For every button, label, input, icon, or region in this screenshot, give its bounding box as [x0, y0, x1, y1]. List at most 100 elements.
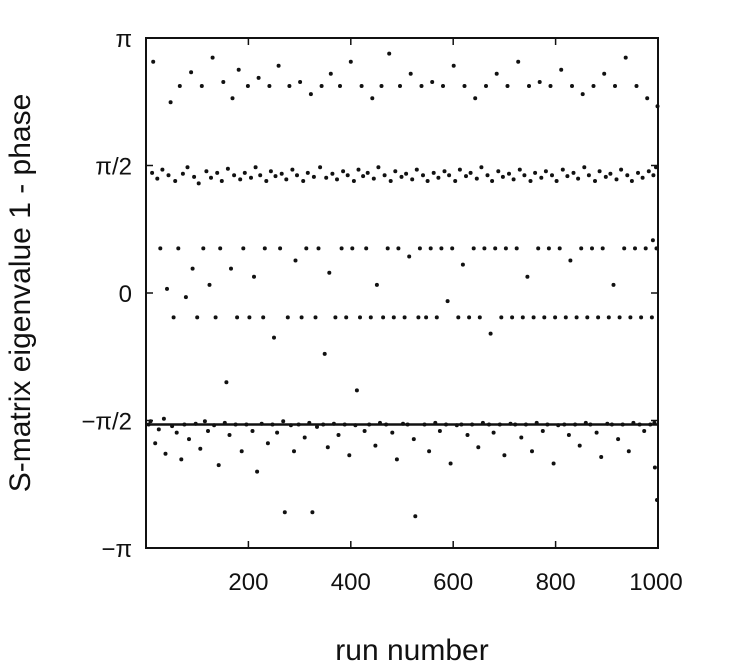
- data-point: [245, 84, 250, 88]
- data-point: [183, 295, 188, 300]
- data-point: [313, 315, 318, 320]
- data-point: [166, 173, 171, 178]
- data-point: [608, 171, 613, 176]
- data-point: [290, 167, 295, 172]
- data-point: [374, 282, 379, 287]
- data-point: [531, 315, 536, 320]
- data-point: [370, 96, 375, 101]
- data-point: [315, 424, 319, 429]
- data-point: [619, 167, 624, 172]
- data-point: [335, 177, 339, 182]
- data-point: [410, 177, 415, 182]
- data-point: [146, 422, 151, 427]
- data-point: [543, 169, 548, 174]
- data-point: [600, 246, 605, 251]
- data-point: [502, 453, 507, 458]
- data-point: [342, 422, 347, 427]
- data-point: [202, 419, 207, 424]
- data-point: [364, 246, 369, 251]
- data-point: [288, 423, 293, 428]
- data-point: [279, 171, 284, 176]
- data-point: [230, 96, 235, 101]
- data-point: [347, 453, 352, 458]
- x-tick-label: 600: [433, 569, 473, 596]
- data-point: [563, 315, 568, 320]
- data-point: [625, 173, 630, 178]
- data-point: [299, 315, 304, 320]
- data-point: [548, 84, 553, 88]
- data-point: [553, 315, 558, 320]
- data-point: [402, 315, 407, 320]
- data-point: [487, 422, 491, 427]
- data-point: [292, 449, 296, 454]
- data-point: [350, 246, 355, 251]
- data-point: [367, 422, 372, 427]
- data-point: [456, 315, 461, 320]
- data-point: [517, 167, 522, 172]
- data-point: [310, 510, 315, 515]
- data-point: [645, 96, 650, 101]
- data-point: [602, 71, 607, 76]
- data-point: [500, 174, 505, 179]
- data-point: [513, 422, 518, 427]
- data-point: [401, 421, 405, 426]
- data-point: [655, 104, 660, 109]
- data-point: [459, 422, 464, 427]
- x-axis-title: run number: [335, 634, 488, 667]
- data-point: [477, 315, 482, 320]
- data-point: [643, 246, 648, 251]
- data-point: [539, 175, 544, 180]
- data-point: [490, 179, 495, 183]
- x-tick-label: 1000: [629, 569, 682, 596]
- data-point: [353, 423, 358, 428]
- data-point: [613, 84, 617, 88]
- data-point: [447, 173, 452, 178]
- y-tick-label: π: [115, 26, 132, 53]
- data-point: [617, 315, 622, 320]
- data-point: [441, 84, 445, 88]
- data-point: [497, 422, 502, 427]
- data-point: [207, 282, 212, 287]
- data-point: [393, 169, 398, 174]
- y-tick-label: −π/2: [81, 409, 132, 436]
- data-point: [239, 449, 244, 454]
- data-point: [577, 443, 582, 448]
- data-point: [499, 315, 504, 320]
- data-point: [494, 71, 499, 76]
- data-point: [296, 422, 301, 427]
- data-point: [460, 262, 465, 267]
- data-point: [224, 380, 229, 385]
- data-point: [488, 331, 493, 336]
- data-point: [244, 422, 249, 427]
- data-point: [168, 100, 173, 105]
- data-point: [437, 429, 442, 433]
- data-point: [465, 433, 470, 437]
- data-point: [540, 429, 545, 433]
- data-point: [354, 388, 359, 393]
- data-point: [199, 84, 204, 88]
- data-point: [262, 246, 267, 251]
- data-point: [189, 70, 194, 75]
- plot-frame: [145, 37, 659, 549]
- data-point: [358, 315, 362, 320]
- data-point: [519, 435, 524, 440]
- data-point: [213, 315, 218, 320]
- data-point: [253, 165, 258, 170]
- data-point: [204, 169, 209, 174]
- data-point: [536, 246, 541, 251]
- data-point: [391, 315, 396, 320]
- data-point: [201, 246, 206, 251]
- data-point: [387, 51, 392, 56]
- data-point: [233, 422, 238, 427]
- data-point: [421, 173, 425, 178]
- data-point: [385, 246, 390, 251]
- data-point: [150, 170, 155, 175]
- data-point: [351, 179, 356, 183]
- data-point: [507, 171, 511, 176]
- data-point: [476, 445, 481, 450]
- data-point: [650, 238, 655, 243]
- data-point: [654, 246, 659, 251]
- data-point: [258, 173, 263, 178]
- data-point: [165, 286, 169, 291]
- data-point: [250, 429, 255, 433]
